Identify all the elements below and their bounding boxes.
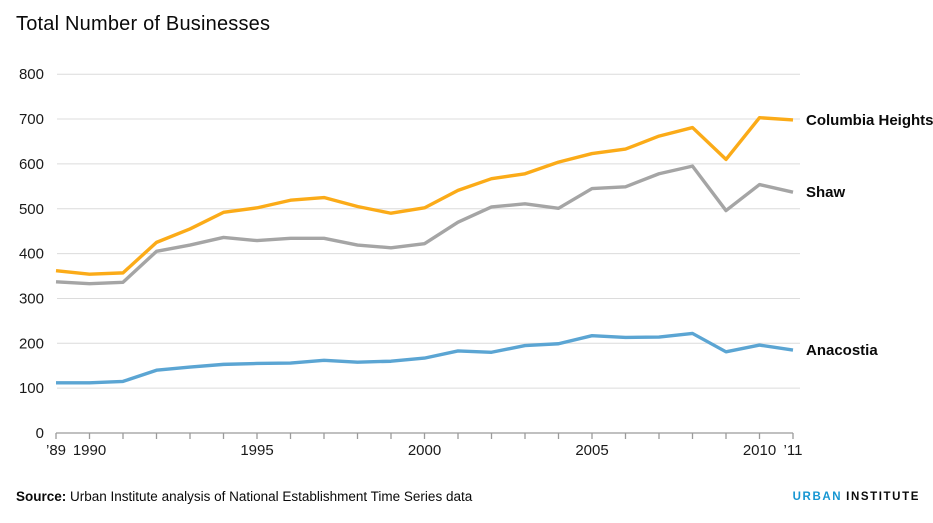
x-tick-label-2011: ’11 — [784, 442, 803, 459]
y-tick-label-100: 100 — [19, 380, 44, 397]
x-tick-label-1989: ’89 — [46, 442, 66, 459]
series-line-anacostia — [56, 331, 794, 385]
y-tick-label-0: 0 — [36, 425, 44, 442]
x-tick-label-2005: 2005 — [575, 442, 608, 459]
y-tick-label-500: 500 — [19, 201, 44, 218]
x-tick-label-1990: 1990 — [73, 442, 106, 459]
x-tick-label-1995: 1995 — [240, 442, 273, 459]
series-line-columbia-heights — [55, 116, 794, 276]
source-label: Source: — [16, 489, 67, 504]
y-tick-label-600: 600 — [19, 156, 44, 173]
y-tick-label-300: 300 — [19, 290, 44, 307]
x-tick-label-2010: 2010 — [743, 442, 776, 459]
series-label-anacostia: Anacostia — [806, 342, 878, 359]
x-tick-label-2000: 2000 — [408, 442, 441, 459]
page-title: Total Number of Businesses — [16, 13, 271, 35]
urban-institute-logo: URBAN INSTITUTE — [793, 491, 920, 503]
series-label-columbia-heights: Columbia Heights — [806, 112, 933, 129]
y-tick-label-400: 400 — [19, 246, 44, 263]
series-label-shaw: Shaw — [806, 184, 846, 201]
y-tick-label-800: 800 — [19, 66, 44, 83]
source-text: Urban Institute analysis of National Est… — [66, 489, 473, 504]
y-tick-label-200: 200 — [19, 335, 44, 352]
logo-urban-word: URBAN — [792, 491, 843, 503]
logo-institute-word: INSTITUTE — [846, 491, 920, 503]
series-line-shaw — [55, 164, 794, 286]
y-tick-label-700: 700 — [19, 111, 44, 128]
source-note: Source: Urban Institute analysis of Nati… — [16, 489, 472, 504]
